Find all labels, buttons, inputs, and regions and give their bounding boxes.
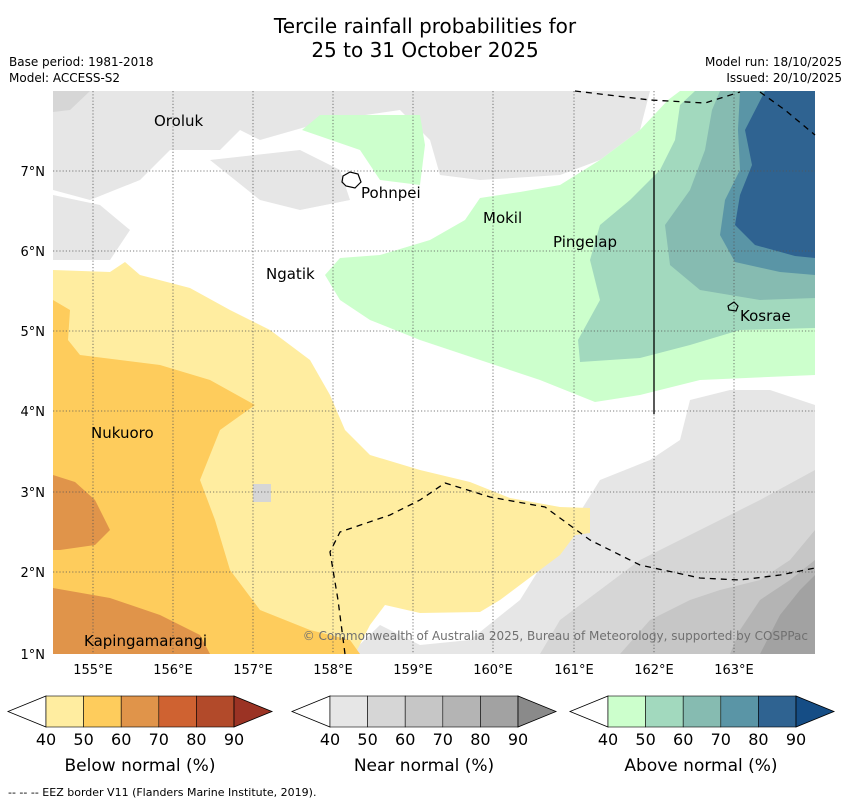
colorbar-swatch [45,695,84,728]
eez-borders [329,90,816,655]
place-label: Pingelap [553,233,617,251]
probability-fields [53,91,815,654]
colorbar-tick-label: 50 [357,730,377,749]
lat-tick-label: 6°N [21,245,46,260]
colorbar-swatch [645,695,684,728]
lon-tick-label: 157°E [233,663,273,678]
colorbar-swatch [158,695,197,728]
colorbar-swatch [480,695,519,728]
lon-tick-label: 159°E [393,663,433,678]
colorbar-swatch [120,695,160,728]
lat-tick-label: 5°N [21,325,46,340]
colorbar-tick-label: 60 [673,730,693,749]
copyright-notice: © Commonwealth of Australia 2025, Bureau… [303,629,808,643]
above-normal-label: Above normal (%) [624,756,778,776]
model-name: Model: ACCESS-S2 [9,71,121,85]
eez-footnote: -- -- -- EEZ border V11 (Flanders Marine… [8,786,317,799]
title-line-1: Tercile rainfall probabilities for [273,14,577,38]
place-labels: Oroluk Pohnpei Mokil Pingelap Ngatik Kos… [84,112,791,650]
place-label: Pohnpei [361,184,421,202]
lat-tick-label: 2°N [21,566,46,581]
lon-tick-label: 163°E [714,663,754,678]
colorbar-swatch [682,695,722,728]
colorbar-tick-label: 80 [186,730,206,749]
colorbar-tick-label: 50 [635,730,655,749]
colorbar-min-arrow [290,695,331,728]
colorbar-min-arrow [6,695,47,728]
near-normal-label: Near normal (%) [353,756,495,776]
colorbar-swatch [607,695,646,728]
colorbar-swatch [83,695,122,728]
colorbar-tick-label: 60 [111,730,131,749]
colorbar-max-arrow [517,695,558,728]
title-line-2: 25 to 31 October 2025 [311,38,539,62]
place-label: Kosrae [740,307,791,325]
lon-tick-label: 161°E [554,663,594,678]
colorbar-tick-label: 80 [470,730,490,749]
kosrae-outline [727,301,739,312]
lon-tick-label: 160°E [473,663,513,678]
colorbar-max-arrow [795,695,836,728]
lat-tick-label: 1°N [21,648,46,663]
colorbar-max-arrow [233,695,274,728]
colorbar-tick-label: 90 [224,730,244,749]
colorbar-tick-label: 70 [149,730,169,749]
colorbar-swatch [442,695,481,728]
place-label: Kapingamarangi [84,632,207,650]
colorbar-tick-label: 60 [395,730,415,749]
model-run: Model run: 18/10/2025 [704,55,842,69]
colorbar-tick-label: 90 [508,730,528,749]
lon-tick-label: 156°E [153,663,193,678]
place-label: Mokil [483,209,522,227]
colorbar-tick-label: 70 [433,730,453,749]
colorbar-tick-label: 40 [36,730,56,749]
colorbar-swatch [758,695,797,728]
colorbar-tick-label: 70 [711,730,731,749]
lat-tick-label: 7°N [21,165,46,180]
lon-tick-label: 162°E [634,663,674,678]
colorbar-swatch [404,695,444,728]
place-label: Ngatik [266,265,315,283]
place-label: Oroluk [154,112,203,130]
lon-tick-label: 158°E [313,663,353,678]
island-outlines [341,171,739,312]
axis-tick-labels: 155°E 156°E 157°E 158°E 159°E 160°E 161°E 162°E… [21,165,754,678]
colorbar-min-arrow [568,695,609,728]
grid-lines [53,91,815,654]
base-period: Base period: 1981-2018 [9,55,154,69]
place-label: Nukuoro [91,424,154,442]
colorbars: 40 50 60 70 80 90 40 50 60 70 80 90 40 50 60 70 80 90 [6,695,836,749]
colorbar-tick-label: 40 [320,730,340,749]
colorbar-tick-label: 40 [598,730,618,749]
colorbar-tick-label: 50 [73,730,93,749]
lon-tick-label: 155°E [73,663,113,678]
colorbar-swatch [196,695,235,728]
pohnpei-outline [341,171,362,189]
colorbar-tick-label: 80 [748,730,768,749]
colorbar-swatch [329,695,368,728]
below-normal-label: Below normal (%) [64,756,216,776]
colorbar-tick-label: 90 [786,730,806,749]
lat-tick-label: 4°N [21,405,46,420]
colorbar-swatch [367,695,406,728]
lat-tick-label: 3°N [21,486,46,501]
colorbar-swatch [720,695,759,728]
issued-date: Issued: 20/10/2025 [726,71,842,85]
